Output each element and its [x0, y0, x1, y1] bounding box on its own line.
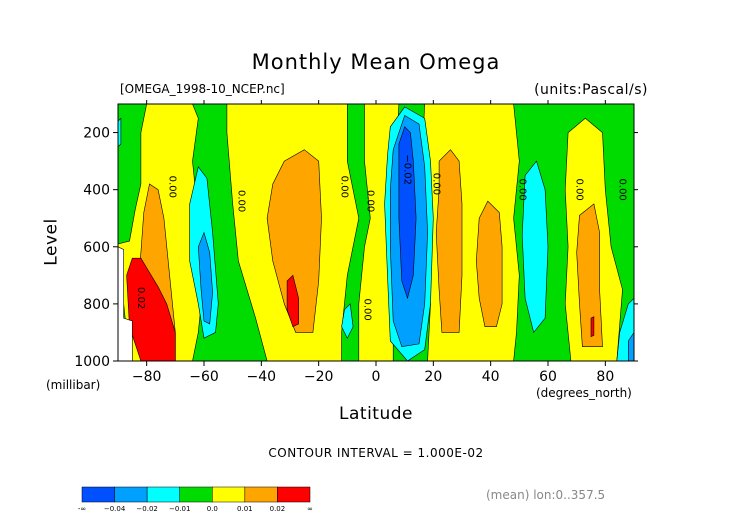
colorbar-label: -∞: [78, 505, 86, 513]
colorbar-label: −0.01: [169, 505, 190, 513]
chart-title: Monthly Mean Omega: [251, 50, 501, 74]
region-orange-south-mid: [266, 149, 322, 333]
contour-interval-text: CONTOUR INTERVAL = 1.000E-02: [268, 446, 484, 460]
file-label: [OMEGA_1998-10_NCEP.nc]: [120, 82, 285, 96]
x-tick-label: −40: [247, 369, 277, 385]
x-axis-unit: (degrees_north): [536, 386, 632, 400]
x-tick-label: −20: [304, 369, 334, 385]
y-axis-unit: (millibar): [46, 378, 101, 392]
contour-label: 0.00: [339, 176, 350, 198]
colorbar-label: −0.02: [136, 505, 157, 513]
contour-label: 0.00: [574, 179, 585, 201]
colorbar-swatch: [114, 486, 148, 503]
region-red-north-polar: [590, 316, 595, 338]
colorbar-swatch: [244, 486, 278, 503]
region-cyan-north: [521, 160, 549, 334]
colorbar-label: 0.0: [207, 505, 218, 513]
region-white-missing: [118, 246, 133, 361]
contour-label: 0.00: [516, 179, 527, 201]
x-tick-label: 0: [372, 369, 381, 385]
y-tick-label: 200: [83, 126, 110, 142]
y-tick-label: 600: [83, 240, 110, 256]
colorbar-swatch: [179, 486, 213, 503]
region-blue-south: [197, 231, 213, 325]
x-tick-label: 40: [482, 369, 500, 385]
contour-label: 0.00: [235, 190, 246, 212]
colorbar-swatch: [81, 486, 115, 503]
colorbar-swatch: [212, 486, 246, 503]
x-tick-label: 60: [539, 369, 557, 385]
colorbar: -∞ −0.04 −0.02 −0.01 0.0 0.01 0.02 ∞: [78, 486, 313, 513]
colorbar-label: ∞: [307, 505, 313, 513]
contour-label: 0.00: [430, 173, 441, 195]
colorbar-label: 0.01: [237, 505, 253, 513]
x-tick-label: −60: [189, 369, 219, 385]
y-tick-label: 400: [83, 183, 110, 199]
region-cyan-south-small: [341, 303, 354, 339]
axes: −80 −60 −40 −20 0 20 40 60 80 200 400 600 800 1000: [74, 100, 638, 385]
contour-label: 0.00: [362, 298, 373, 320]
mean-footnote: (mean) lon:0..357.5: [486, 488, 606, 502]
x-tick-label: 20: [424, 369, 442, 385]
region-cyan-edge-top: [118, 117, 122, 148]
region-orange-north-mid-b: [475, 200, 503, 328]
contour-label: −0.02: [402, 154, 413, 185]
x-axis-label: Latitude: [339, 404, 413, 424]
plot-area: 0.00 0.00 0.00 0.00 −0.02 0.00 0.00 0.00 0.00 0.0…: [118, 104, 634, 361]
contour-label: 0.00: [167, 176, 178, 198]
region-blue-north-polar: [627, 331, 634, 361]
region-orange-north-mid-a: [435, 149, 463, 333]
colorbar-swatch: [146, 486, 180, 503]
colorbar-label: 0.02: [270, 505, 286, 513]
y-tick-label: 1000: [74, 354, 110, 370]
region-orange-north-polar: [576, 203, 603, 348]
contour-label: 0.00: [617, 179, 628, 201]
region-red-south-polar: [126, 257, 176, 361]
y-tick-label: 800: [83, 297, 110, 313]
colorbar-label: −0.04: [104, 505, 126, 513]
contour-label: 0.02: [135, 287, 146, 309]
contour-label: 0.00: [364, 190, 375, 212]
x-tick-label: −80: [132, 369, 162, 385]
x-tick-label: 80: [596, 369, 614, 385]
region-red-south-mid: [286, 274, 299, 328]
colorbar-swatch: [277, 486, 311, 503]
units-label: (units:Pascal/s): [534, 82, 648, 98]
region-darkblue-equatorial: [398, 126, 417, 300]
